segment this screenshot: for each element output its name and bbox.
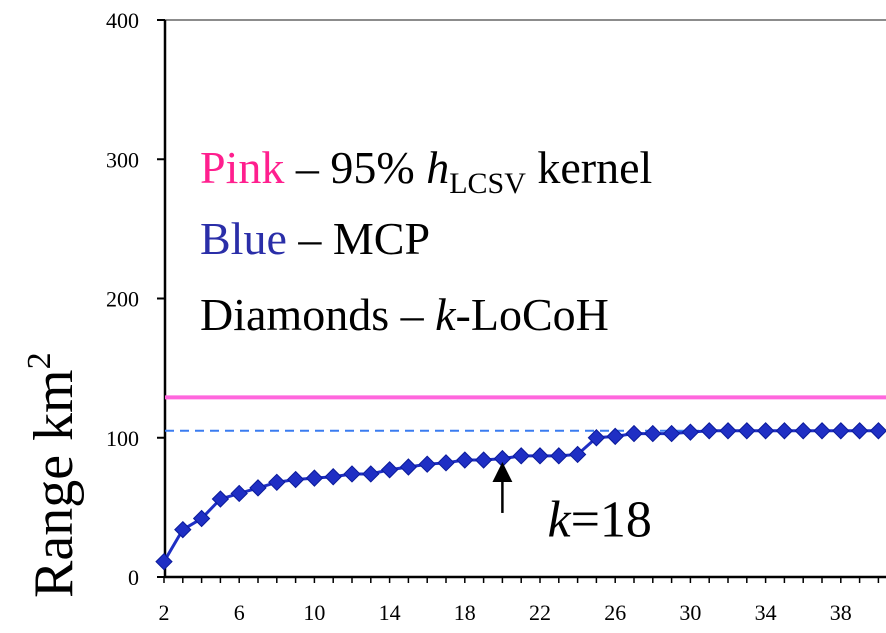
annotation-text: k=18 xyxy=(548,492,652,549)
data-point xyxy=(606,427,624,446)
legend-entry-diamonds: Diamonds – k-LoCoH xyxy=(200,289,609,340)
data-point xyxy=(700,422,718,440)
data-point xyxy=(456,451,474,469)
data-point xyxy=(512,447,530,465)
data-point xyxy=(155,552,173,571)
y-tick-label: 0 xyxy=(128,565,139,590)
y-tick-label: 100 xyxy=(106,426,139,451)
x-tick-label: 34 xyxy=(755,600,777,625)
data-point xyxy=(493,449,512,468)
legend-entry-blue: Blue – MCP xyxy=(200,213,430,264)
data-point xyxy=(719,422,737,440)
x-tick-label: 14 xyxy=(379,600,401,625)
data-point xyxy=(305,469,324,487)
x-tick-label: 30 xyxy=(679,600,701,625)
x-tick-label: 26 xyxy=(604,600,626,625)
data-point xyxy=(850,422,869,440)
data-point xyxy=(869,422,886,440)
x-tick-label: 22 xyxy=(529,600,551,625)
data-point xyxy=(249,479,267,497)
x-tick-label: 10 xyxy=(303,600,325,625)
data-point xyxy=(174,520,192,539)
data-point xyxy=(286,470,305,489)
x-tick-label: 6 xyxy=(234,600,245,625)
data-point xyxy=(681,423,700,441)
data-point xyxy=(437,454,455,472)
y-axis: 0 100 200 300 400 xyxy=(106,8,886,590)
data-point xyxy=(832,422,850,440)
legend-entry-pink: Pink – 95% hLCSV kernel xyxy=(200,142,652,200)
data-point xyxy=(756,422,775,440)
data-point xyxy=(587,429,606,447)
data-point xyxy=(268,473,286,492)
data-point xyxy=(794,422,812,440)
x-tick-label: 38 xyxy=(830,600,852,625)
legend: Pink – 95% hLCSV kernel Blue – MCP Diamond… xyxy=(200,142,652,340)
y-axis-label: Rangekm2 xyxy=(21,352,85,598)
data-point xyxy=(418,455,436,473)
reference-lines xyxy=(165,395,886,432)
data-point xyxy=(211,490,230,508)
data-point xyxy=(644,424,662,443)
data-point xyxy=(625,424,643,443)
data-point xyxy=(230,484,248,503)
data-point xyxy=(662,424,681,443)
y-tick-label: 200 xyxy=(106,287,139,312)
x-tick-label: 2 xyxy=(159,600,170,625)
data-point xyxy=(343,465,361,483)
y-tick-label: 300 xyxy=(106,147,139,172)
data-point xyxy=(474,451,493,469)
data-point xyxy=(399,458,418,476)
data-point xyxy=(362,465,380,483)
series xyxy=(155,422,886,571)
data-point xyxy=(531,447,549,465)
data-point xyxy=(738,422,756,440)
annotations: k=18 xyxy=(492,462,652,549)
x-axis: 2 6 10 14 18 22 26 30 34 38 xyxy=(159,575,886,625)
y-tick-label: 400 xyxy=(106,8,139,33)
data-point xyxy=(568,445,587,464)
data-point xyxy=(550,447,568,465)
data-point xyxy=(380,461,399,479)
data-point xyxy=(813,422,831,440)
data-point xyxy=(192,509,211,528)
data-point xyxy=(324,468,342,486)
data-point xyxy=(775,422,794,440)
x-tick-label: 18 xyxy=(454,600,476,625)
